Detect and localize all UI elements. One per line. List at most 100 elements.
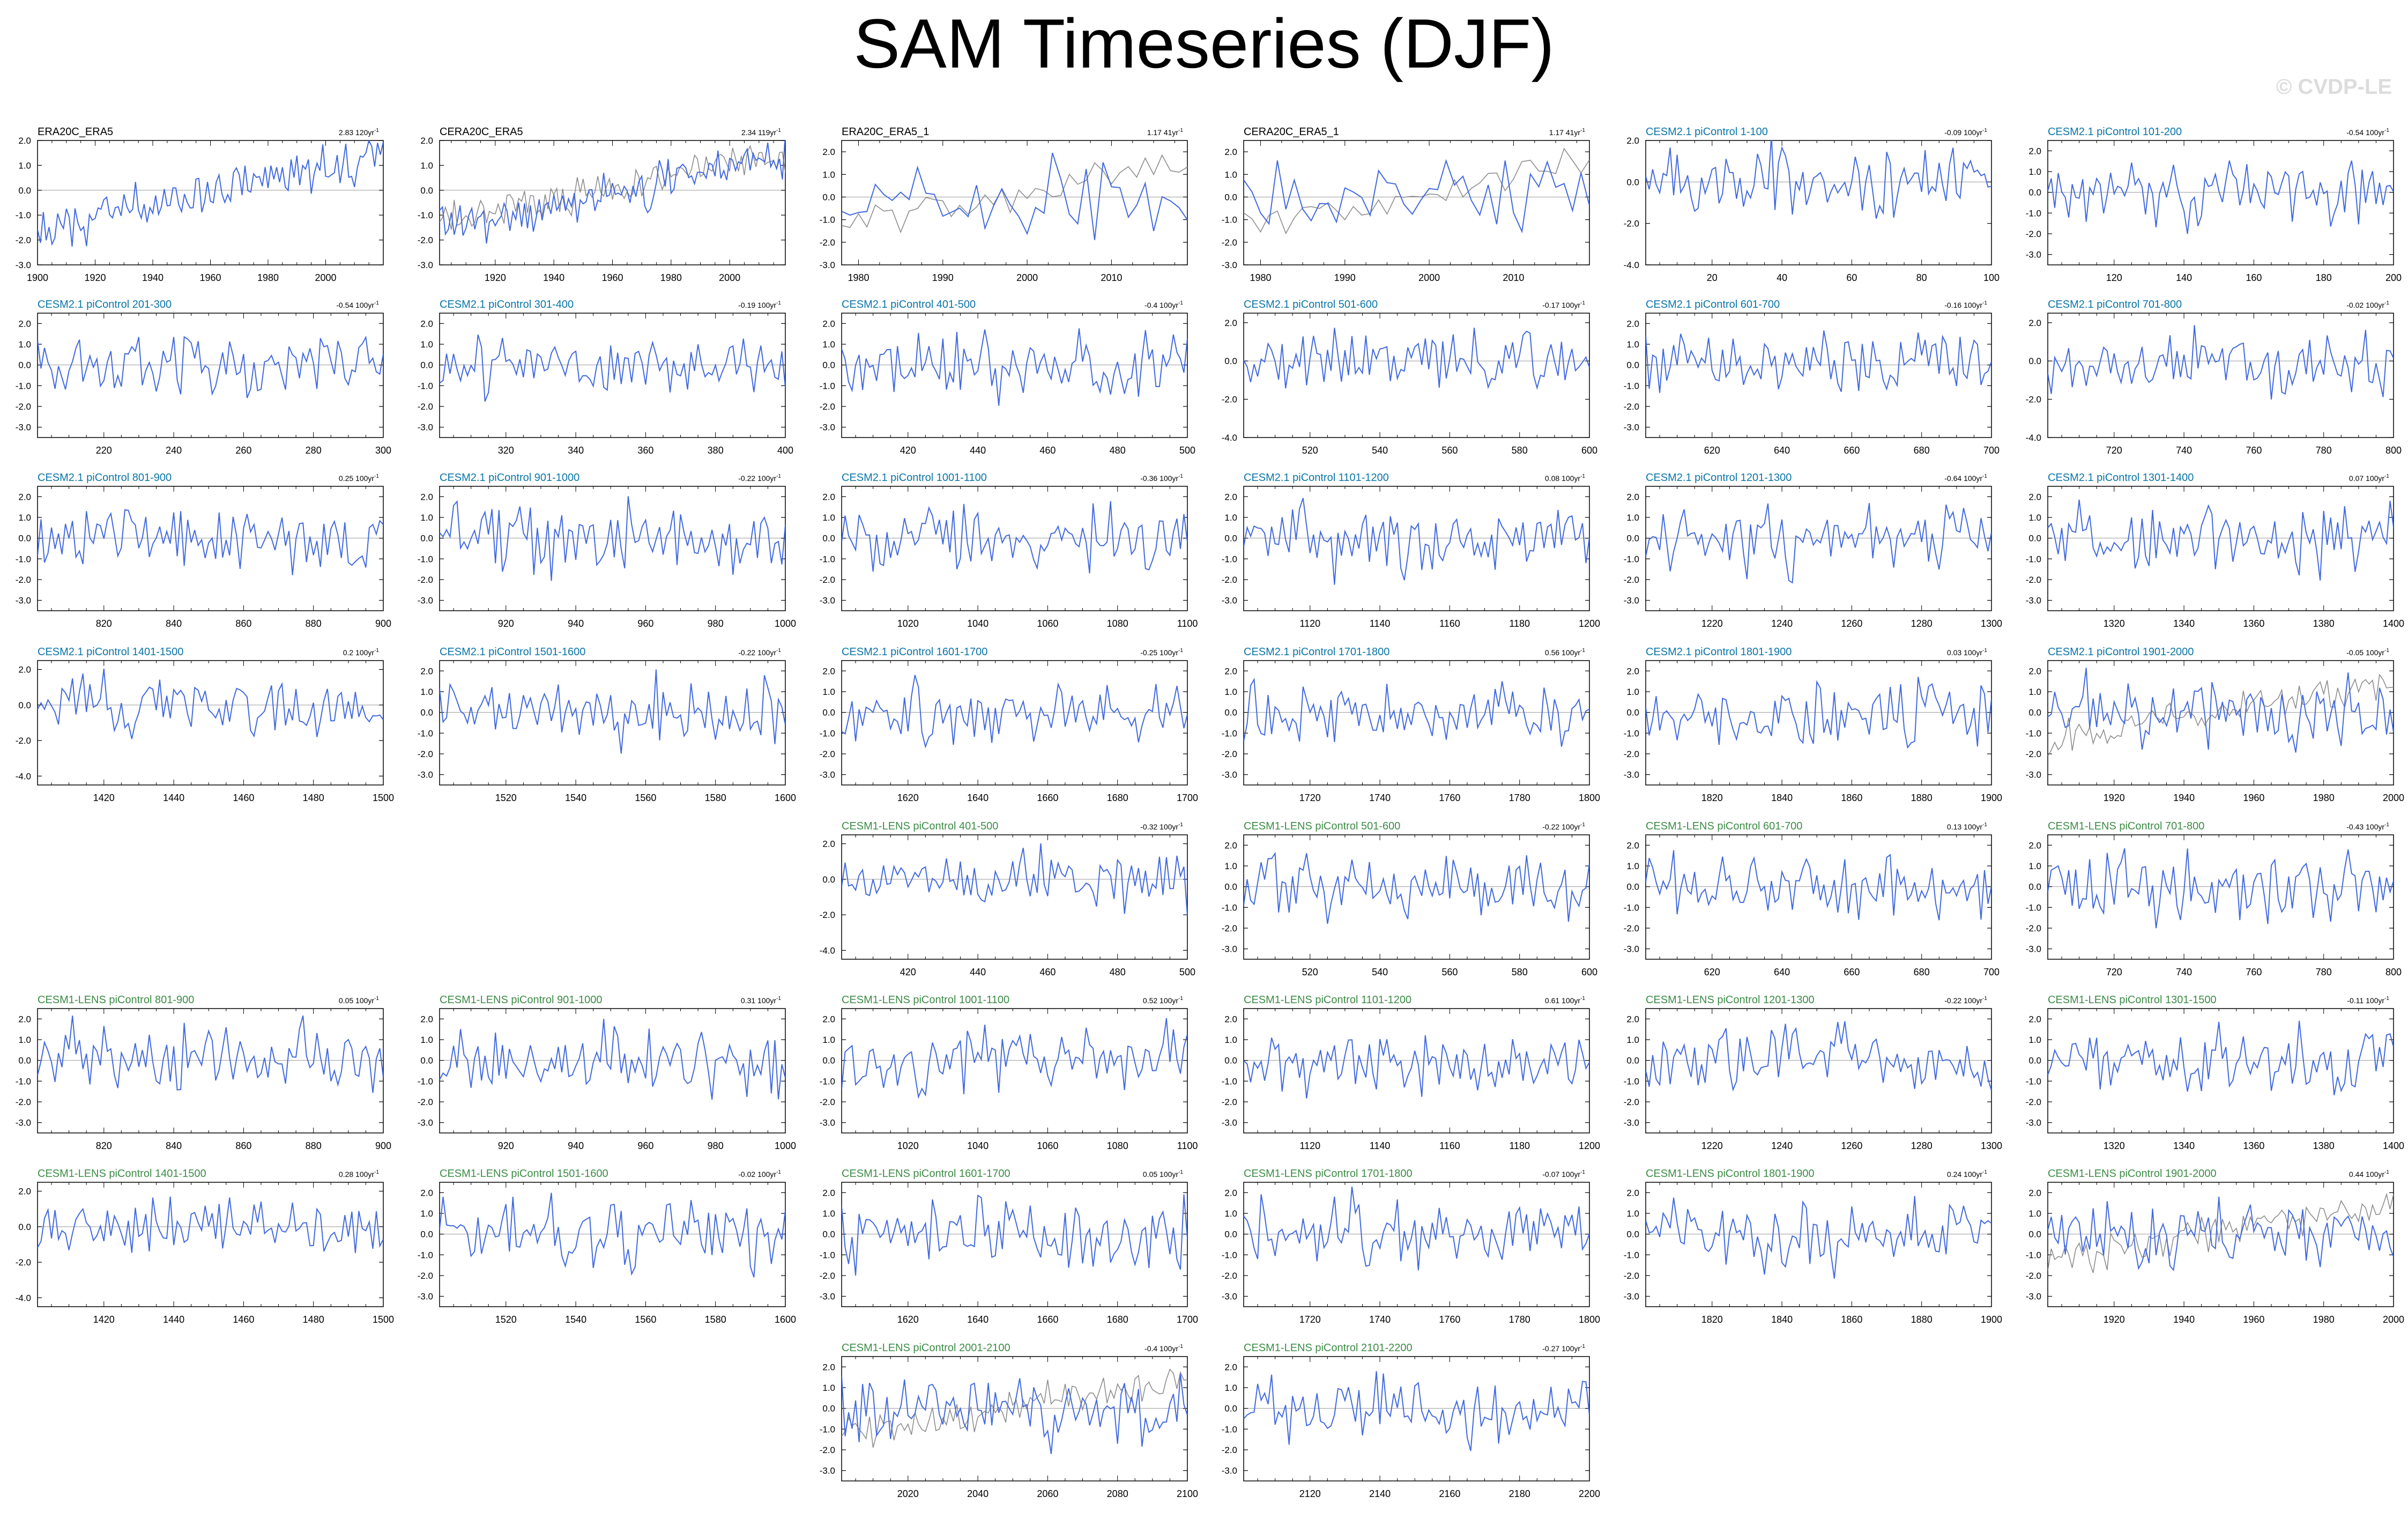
- sam-series-line: [2048, 1196, 2394, 1271]
- y-tick-label: -3.0: [1222, 944, 1237, 954]
- x-tick-label: 1480: [303, 1314, 324, 1325]
- sam-series-line: [38, 668, 383, 739]
- sam-panel: CESM1-LENS piControl 1101-1200 0.61 100yr…: [1222, 994, 1600, 1151]
- y-tick-label: 0.0: [420, 1056, 433, 1066]
- panel-frame: [2047, 140, 2394, 265]
- y-tick-label: -1.0: [820, 1076, 835, 1086]
- trend-label: -0.22 100yr-1: [738, 473, 781, 483]
- x-tick-label: 660: [1844, 967, 1860, 977]
- y-tick-label: 1.0: [822, 687, 835, 697]
- x-tick-label: 740: [2176, 445, 2192, 456]
- y-tick-label: -3.0: [1222, 1292, 1237, 1302]
- y-tick-label: 0.0: [1626, 177, 1639, 187]
- x-tick-label: 920: [498, 618, 514, 629]
- panel-title: CERA20C_ERA5: [440, 126, 523, 138]
- sam-series-line: [440, 1019, 785, 1100]
- x-tick-label: 2180: [1509, 1488, 1530, 1499]
- x-tick-label: 1160: [1439, 618, 1460, 629]
- y-tick-label: 1.0: [1626, 1035, 1639, 1045]
- y-tick-label: -2.0: [1624, 219, 1639, 229]
- panel-frame: [841, 660, 1188, 786]
- y-tick-label: -2.0: [418, 1271, 433, 1281]
- x-tick-label: 2010: [1503, 272, 1524, 283]
- x-tick-label: 760: [2246, 445, 2262, 456]
- x-tick-label: 1980: [660, 272, 682, 283]
- x-tick-label: 1680: [1107, 1314, 1128, 1325]
- x-tick-label: 520: [1302, 967, 1318, 977]
- panel-title: CESM2.1 piControl 1201-1300: [1646, 472, 1792, 484]
- y-tick-label: 2.0: [2028, 1014, 2041, 1024]
- y-tick-label: 1.0: [1626, 513, 1639, 523]
- reference-series-line: [842, 1368, 1187, 1448]
- y-tick-label: 2.0: [1224, 318, 1237, 328]
- y-tick-label: 0.0: [420, 708, 433, 718]
- x-tick-label: 780: [2316, 967, 2332, 977]
- x-tick-label: 1400: [2383, 618, 2404, 629]
- sam-panel: CERA20C_ERA5 2.34 119yr-1 2.0 1.0 0.0 -1.0 -2.…: [418, 126, 786, 283]
- y-tick-label: -3.0: [418, 596, 433, 606]
- y-tick-label: -2.0: [2026, 575, 2041, 585]
- y-tick-label: -2.0: [2026, 1271, 2041, 1281]
- sam-panel: CESM2.1 piControl 1001-1100 -0.36 100yr-1…: [820, 472, 1198, 629]
- y-tick-label: -2.0: [820, 1271, 835, 1281]
- sam-series-line: [2048, 1020, 2394, 1095]
- trend-label: 1.17 41yr-1: [1147, 128, 1184, 137]
- trend-label: 0.31 100yr-1: [741, 996, 782, 1005]
- y-tick-label: -2.0: [418, 402, 433, 412]
- x-tick-label: 2000: [2383, 1314, 2404, 1325]
- y-tick-label: 2.0: [18, 136, 31, 146]
- panel-title: CESM2.1 piControl 1601-1700: [842, 646, 987, 658]
- y-tick-label: -4.0: [16, 1293, 31, 1303]
- x-tick-label: 780: [2316, 445, 2332, 456]
- y-tick-label: -3.0: [418, 770, 433, 780]
- sam-series-line: [842, 1374, 1187, 1454]
- x-tick-label: 1420: [93, 792, 115, 803]
- panel-title: CESM2.1 piControl 1-100: [1646, 126, 1768, 138]
- x-tick-label: 1060: [1037, 1140, 1058, 1151]
- y-tick-label: 2.0: [822, 147, 835, 157]
- x-tick-label: 120: [2106, 272, 2122, 283]
- x-tick-label: 620: [1704, 967, 1720, 977]
- panel-title: CESM1-LENS piControl 1001-1100: [842, 994, 1009, 1006]
- y-tick-label: -3.0: [2026, 770, 2041, 780]
- y-tick-label: -2.0: [1222, 1445, 1237, 1455]
- y-tick-label: -3.0: [820, 1292, 835, 1302]
- x-tick-label: 80: [1916, 272, 1927, 283]
- y-tick-label: -2.0: [820, 749, 835, 759]
- trend-label: -0.19 100yr-1: [738, 300, 781, 309]
- x-tick-label: 1660: [1037, 1314, 1058, 1325]
- y-tick-label: -1.0: [820, 728, 835, 738]
- y-tick-label: -1.0: [2026, 208, 2041, 218]
- panel-frame: [1645, 1008, 1992, 1133]
- trend-label: -0.32 100yr-1: [1140, 822, 1183, 831]
- x-tick-label: 1400: [2383, 1140, 2404, 1151]
- x-tick-label: 1940: [543, 272, 564, 283]
- y-tick-label: -1.0: [1222, 902, 1237, 913]
- x-tick-label: 1880: [1911, 1314, 1933, 1325]
- trend-label: -0.05 100yr-1: [2346, 648, 2389, 657]
- y-tick-label: 2.0: [1224, 147, 1237, 157]
- x-tick-label: 1480: [303, 792, 324, 803]
- y-tick-label: -2.0: [418, 749, 433, 759]
- y-tick-label: 2.0: [420, 1188, 433, 1198]
- x-tick-label: 280: [306, 445, 322, 456]
- y-tick-label: 0.0: [18, 360, 31, 371]
- trend-label: -0.11 100yr-1: [2347, 996, 2389, 1005]
- y-tick-label: -2.0: [820, 238, 835, 248]
- trend-label: 0.61 100yr-1: [1545, 996, 1586, 1005]
- y-tick-label: 1.0: [2028, 1035, 2041, 1045]
- panel-frame: [1243, 486, 1590, 611]
- y-tick-label: 2.0: [1224, 666, 1237, 676]
- y-tick-label: 1.0: [420, 1209, 433, 1219]
- x-tick-label: 1700: [1177, 1314, 1198, 1325]
- y-tick-label: 2.0: [2028, 666, 2041, 676]
- x-tick-label: 1100: [1177, 1140, 1198, 1151]
- sam-panel: CESM2.1 piControl 901-1000 -0.22 100yr-1 2…: [418, 472, 796, 629]
- panel-frame: [1645, 660, 1992, 786]
- x-tick-label: 1120: [1299, 1140, 1320, 1151]
- x-tick-label: 1200: [1579, 1140, 1600, 1151]
- y-tick-label: 0.0: [2028, 533, 2041, 544]
- x-tick-label: 1980: [1250, 272, 1271, 283]
- panel-frame: [37, 1182, 384, 1307]
- y-tick-label: 1.0: [2028, 687, 2041, 697]
